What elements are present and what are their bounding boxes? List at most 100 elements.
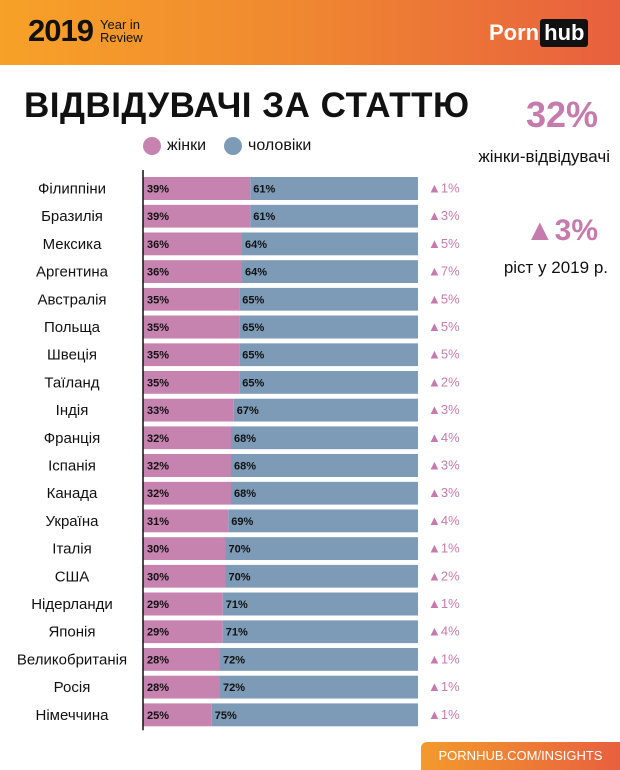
country-label: Іспанія (48, 458, 96, 475)
bar-female (143, 481, 231, 505)
bar-male (231, 481, 418, 505)
female-pct-label: 35% (147, 294, 169, 306)
male-pct-label: 72% (223, 682, 245, 694)
change-label: ▲3% (428, 208, 460, 223)
gender-bar-chart: 39% 61% ▲1% Філиппіни 39% 61% ▲3% Бразилія 36% 64… (17, 170, 460, 731)
male-pct-label: 64% (245, 267, 267, 279)
female-pct-label: 29% (147, 599, 169, 611)
male-pct-label: 65% (242, 350, 264, 362)
growth-value: ▲3% (524, 214, 598, 247)
footer-link[interactable]: PORNHUB.COM/INSIGHTS (421, 742, 620, 770)
bar-female (143, 260, 242, 284)
country-label: Франція (44, 430, 100, 447)
bar-male (222, 620, 418, 644)
bar-male (233, 398, 418, 422)
change-label: ▲1% (428, 181, 460, 196)
review-text: Review (100, 30, 143, 45)
country-label: Великобританія (17, 651, 127, 668)
male-pct-label: 71% (226, 627, 248, 639)
year-label: 2019 (28, 13, 94, 48)
bar-female (143, 509, 229, 533)
male-pct-label: 71% (226, 599, 248, 611)
change-label: ▲2% (428, 374, 460, 389)
female-pct-label: 28% (147, 682, 169, 694)
country-label: Росія (54, 679, 91, 696)
male-pct-label: 65% (242, 294, 264, 306)
change-label: ▲3% (428, 402, 460, 417)
logo-text-part2: hub (540, 19, 589, 47)
country-label: Аргентина (36, 264, 109, 281)
female-pct-label: 39% (147, 184, 169, 196)
female-pct-label: 36% (147, 267, 169, 279)
bar-female (143, 564, 226, 588)
header-banner: 2019 Year in Review Porn hub (0, 0, 620, 65)
bar-male (231, 454, 418, 477)
country-label: Італія (52, 541, 91, 558)
female-pct-label: 32% (147, 461, 169, 473)
change-label: ▲1% (428, 596, 460, 611)
female-pct-label: 31% (147, 516, 169, 528)
country-label: Японія (48, 624, 95, 641)
bar-male (239, 287, 418, 311)
bar-female (143, 592, 223, 616)
bar-male (250, 177, 418, 200)
male-pct-label: 61% (253, 211, 275, 223)
logo-text-part1: Porn (489, 20, 540, 45)
bar-male (220, 647, 418, 671)
bar-female (143, 675, 220, 699)
female-pct-label: 35% (147, 377, 169, 389)
bar-female (143, 343, 240, 367)
brand-logo: Porn hub (489, 19, 589, 47)
change-label: ▲2% (428, 568, 460, 583)
male-pct-label: 75% (215, 710, 237, 722)
chart-legend: жінки чоловіки (143, 136, 329, 156)
change-label: ▲4% (428, 513, 460, 528)
female-pct-label: 28% (147, 654, 169, 666)
bar-female (143, 315, 240, 339)
bar-female (143, 177, 251, 200)
country-label: Філиппіни (38, 181, 106, 198)
female-share-label: жінки-відвідувачі (478, 147, 610, 166)
country-label: Індія (56, 402, 89, 419)
bar-female (143, 647, 220, 671)
female-pct-label: 35% (147, 350, 169, 362)
female-pct-label: 30% (147, 571, 169, 583)
female-pct-label: 35% (147, 322, 169, 334)
bar-male (225, 564, 418, 588)
bar-female (143, 204, 251, 228)
bar-female (143, 426, 231, 450)
country-label: США (55, 568, 90, 585)
bar-male (239, 343, 418, 367)
bar-female (143, 703, 212, 727)
legend-label-female: жінки (167, 137, 207, 154)
female-pct-label: 32% (147, 433, 169, 445)
bar-male (225, 537, 418, 561)
bar-female (143, 454, 231, 477)
country-label: Мексика (43, 236, 103, 253)
change-label: ▲5% (428, 236, 460, 251)
male-pct-label: 64% (245, 239, 267, 251)
male-pct-label: 68% (234, 488, 256, 500)
legend-item-male: чоловіки (224, 137, 311, 155)
male-pct-label: 67% (237, 405, 259, 417)
change-label: ▲1% (428, 679, 460, 694)
male-pct-label: 72% (223, 654, 245, 666)
change-label: ▲5% (428, 319, 460, 334)
bar-female (143, 287, 240, 311)
bar-male (242, 260, 418, 284)
bar-male (211, 703, 418, 727)
change-label: ▲3% (428, 458, 460, 473)
male-dot-icon (224, 137, 243, 155)
female-pct-label: 33% (147, 405, 169, 417)
female-pct-label: 29% (147, 627, 169, 639)
male-pct-label: 65% (242, 322, 264, 334)
growth-label: ріст у 2019 р. (503, 258, 608, 277)
change-label: ▲3% (428, 485, 460, 500)
male-pct-label: 69% (231, 516, 253, 528)
year-in-review-label: Year in Review (100, 18, 143, 44)
change-label: ▲4% (428, 624, 460, 639)
male-pct-label: 65% (242, 377, 264, 389)
bar-female (143, 537, 226, 561)
bar-male (220, 675, 418, 699)
female-pct-label: 39% (147, 211, 169, 223)
